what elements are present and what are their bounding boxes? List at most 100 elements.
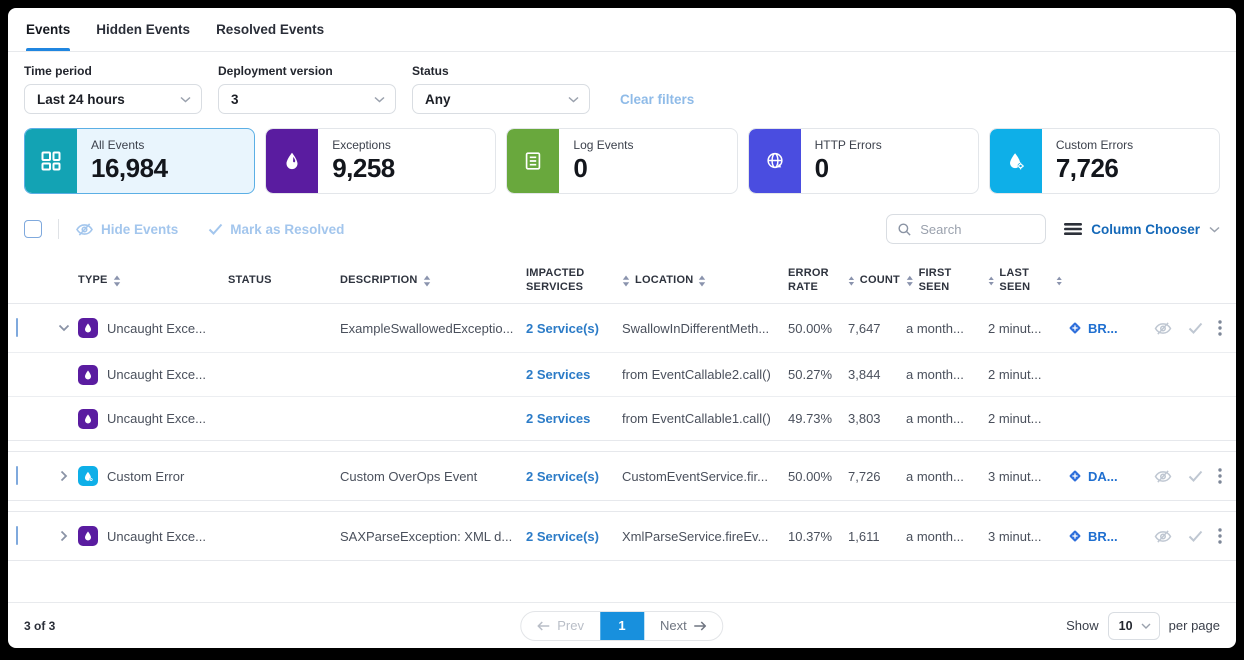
row-checkbox[interactable] [16,318,18,337]
next-page-button[interactable]: Next [644,612,723,640]
select-all-checkbox[interactable] [24,220,42,238]
header-first-seen[interactable]: FIRST SEEN [906,267,988,295]
table-row[interactable]: Custom Error Custom OverOps Event 2 Serv… [8,452,1236,500]
impacted-services-link[interactable]: 2 Service(s) [526,528,599,544]
jira-ticket-label: BR... [1088,528,1118,544]
pagination: Prev 1 Next [520,610,724,641]
exception-type-icon [78,318,98,338]
header-location[interactable]: LOCATION [622,274,788,288]
page-number-button[interactable]: 1 [600,611,644,640]
page-summary: 3 of 3 [24,618,56,633]
summary-cards: All Events 16,984 Exceptions 9,258 Log E… [8,114,1236,194]
card-custom-errors[interactable]: Custom Errors 7,726 [988,128,1221,194]
header-last-seen[interactable]: LAST SEEN [988,267,1068,295]
mark-resolved-label: Mark as Resolved [230,221,345,237]
count-cell: 3,803 [848,411,881,426]
card-value: 0 [573,153,588,183]
chevron-down-icon [58,324,70,332]
page-size-select[interactable]: 10 [1107,611,1160,640]
sort-icon[interactable] [1056,275,1062,287]
row-checkbox[interactable] [16,526,18,545]
toolbar-divider [58,219,59,239]
hide-event-icon[interactable] [1153,321,1173,336]
hide-events-button[interactable]: Hide Events [75,222,178,237]
first-seen-cell: a month... [906,468,964,484]
status-select[interactable]: Any [412,84,590,114]
sort-icon[interactable] [698,275,706,287]
globe-icon [748,129,801,193]
flame-gear-icon [989,129,1042,193]
check-icon [209,223,223,235]
header-error-rate[interactable]: ERROR RATE [788,266,829,293]
sort-icon[interactable] [906,275,914,287]
sort-icon[interactable] [622,275,630,287]
chevron-down-icon [1209,226,1220,233]
card-label: Custom Errors [1055,138,1134,152]
header-type[interactable]: TYPE [78,274,228,288]
expand-row-button[interactable] [50,530,78,542]
jira-ticket-link[interactable]: BR... [1068,529,1138,544]
show-label: Show [1066,618,1099,633]
table-row[interactable]: Uncaught Exce... ExampleSwallowedExcepti… [8,304,1236,352]
header-impacted-services[interactable]: IMPACTED SERVICES [526,266,585,293]
jira-ticket-link[interactable]: BR... [1068,321,1138,336]
chevron-down-icon [568,96,579,103]
last-seen-cell: 2 minut... [988,367,1042,382]
event-group: Uncaught Exce... ExampleSwallowedExcepti… [8,304,1236,441]
sort-icon[interactable] [113,275,121,287]
tab-resolved-events[interactable]: Resolved Events [216,22,325,37]
card-exceptions[interactable]: Exceptions 9,258 [265,128,497,194]
row-checkbox[interactable] [16,466,18,485]
impacted-services-link[interactable]: 2 Services [526,411,591,426]
impacted-services-link[interactable]: 2 Service(s) [526,468,599,484]
resolve-event-icon[interactable] [1188,470,1203,482]
card-http-errors[interactable]: HTTP Errors 0 [747,128,979,194]
prev-page-button[interactable]: Prev [521,612,600,640]
table-row[interactable]: Uncaught Exce... SAXParseException: XML … [8,512,1236,560]
sort-icon[interactable] [423,275,431,287]
resolve-event-icon[interactable] [1188,322,1203,334]
event-group: Uncaught Exce... SAXParseException: XML … [8,511,1236,561]
grid-icon [25,129,77,193]
per-page-label: per page [1168,618,1220,633]
tab-hidden-events[interactable]: Hidden Events [96,22,191,37]
time-period-label: Time period [24,64,92,78]
impacted-services-link[interactable]: 2 Service(s) [526,320,599,336]
search-input[interactable] [920,221,1031,237]
search-box [886,214,1047,244]
chevron-down-icon [1141,623,1151,629]
kebab-menu-icon[interactable] [1218,320,1222,336]
events-dashboard: Events Hidden Events Resolved Events Tim… [8,8,1236,648]
deployment-version-select[interactable]: 3 [218,84,396,114]
table-subrow[interactable]: Uncaught Exce... 2 Services from EventCa… [8,352,1236,396]
table-subrow[interactable]: Uncaught Exce... 2 Services from EventCa… [8,396,1236,440]
expand-row-button[interactable] [50,470,78,482]
tab-events[interactable]: Events [26,8,71,51]
hide-event-icon[interactable] [1153,469,1173,484]
collapse-row-button[interactable] [50,324,78,332]
kebab-menu-icon[interactable] [1218,468,1222,484]
time-period-value: Last 24 hours [37,91,125,107]
card-all-events[interactable]: All Events 16,984 [24,128,256,194]
time-period-select[interactable]: Last 24 hours [24,84,202,114]
sort-icon[interactable] [848,275,855,287]
header-status[interactable]: STATUS [228,273,272,286]
count-cell: 7,726 [848,468,881,484]
card-log-events[interactable]: Log Events 0 [506,128,738,194]
kebab-menu-icon[interactable] [1218,528,1222,544]
impacted-services-link[interactable]: 2 Services [526,367,591,382]
hide-event-icon[interactable] [1153,529,1173,544]
jira-ticket-link[interactable]: DA... [1068,469,1138,484]
header-description[interactable]: DESCRIPTION [340,274,526,288]
column-chooser-button[interactable]: Column Chooser [1064,222,1220,237]
error-rate-cell: 49.73% [788,411,833,426]
resolve-event-icon[interactable] [1188,530,1203,542]
last-seen-cell: 3 minut... [988,468,1042,484]
location-cell: XmlParseService.fireEv... [622,528,769,544]
card-value: 9,258 [332,153,395,183]
mark-resolved-button[interactable]: Mark as Resolved [208,222,344,237]
sort-icon[interactable] [988,275,994,287]
clear-filters-button[interactable]: Clear filters [620,92,695,107]
table-header-row: TYPE STATUS DESCRIPTION IMPACTED SERVICE… [8,258,1236,304]
header-count[interactable]: COUNT [848,274,906,288]
